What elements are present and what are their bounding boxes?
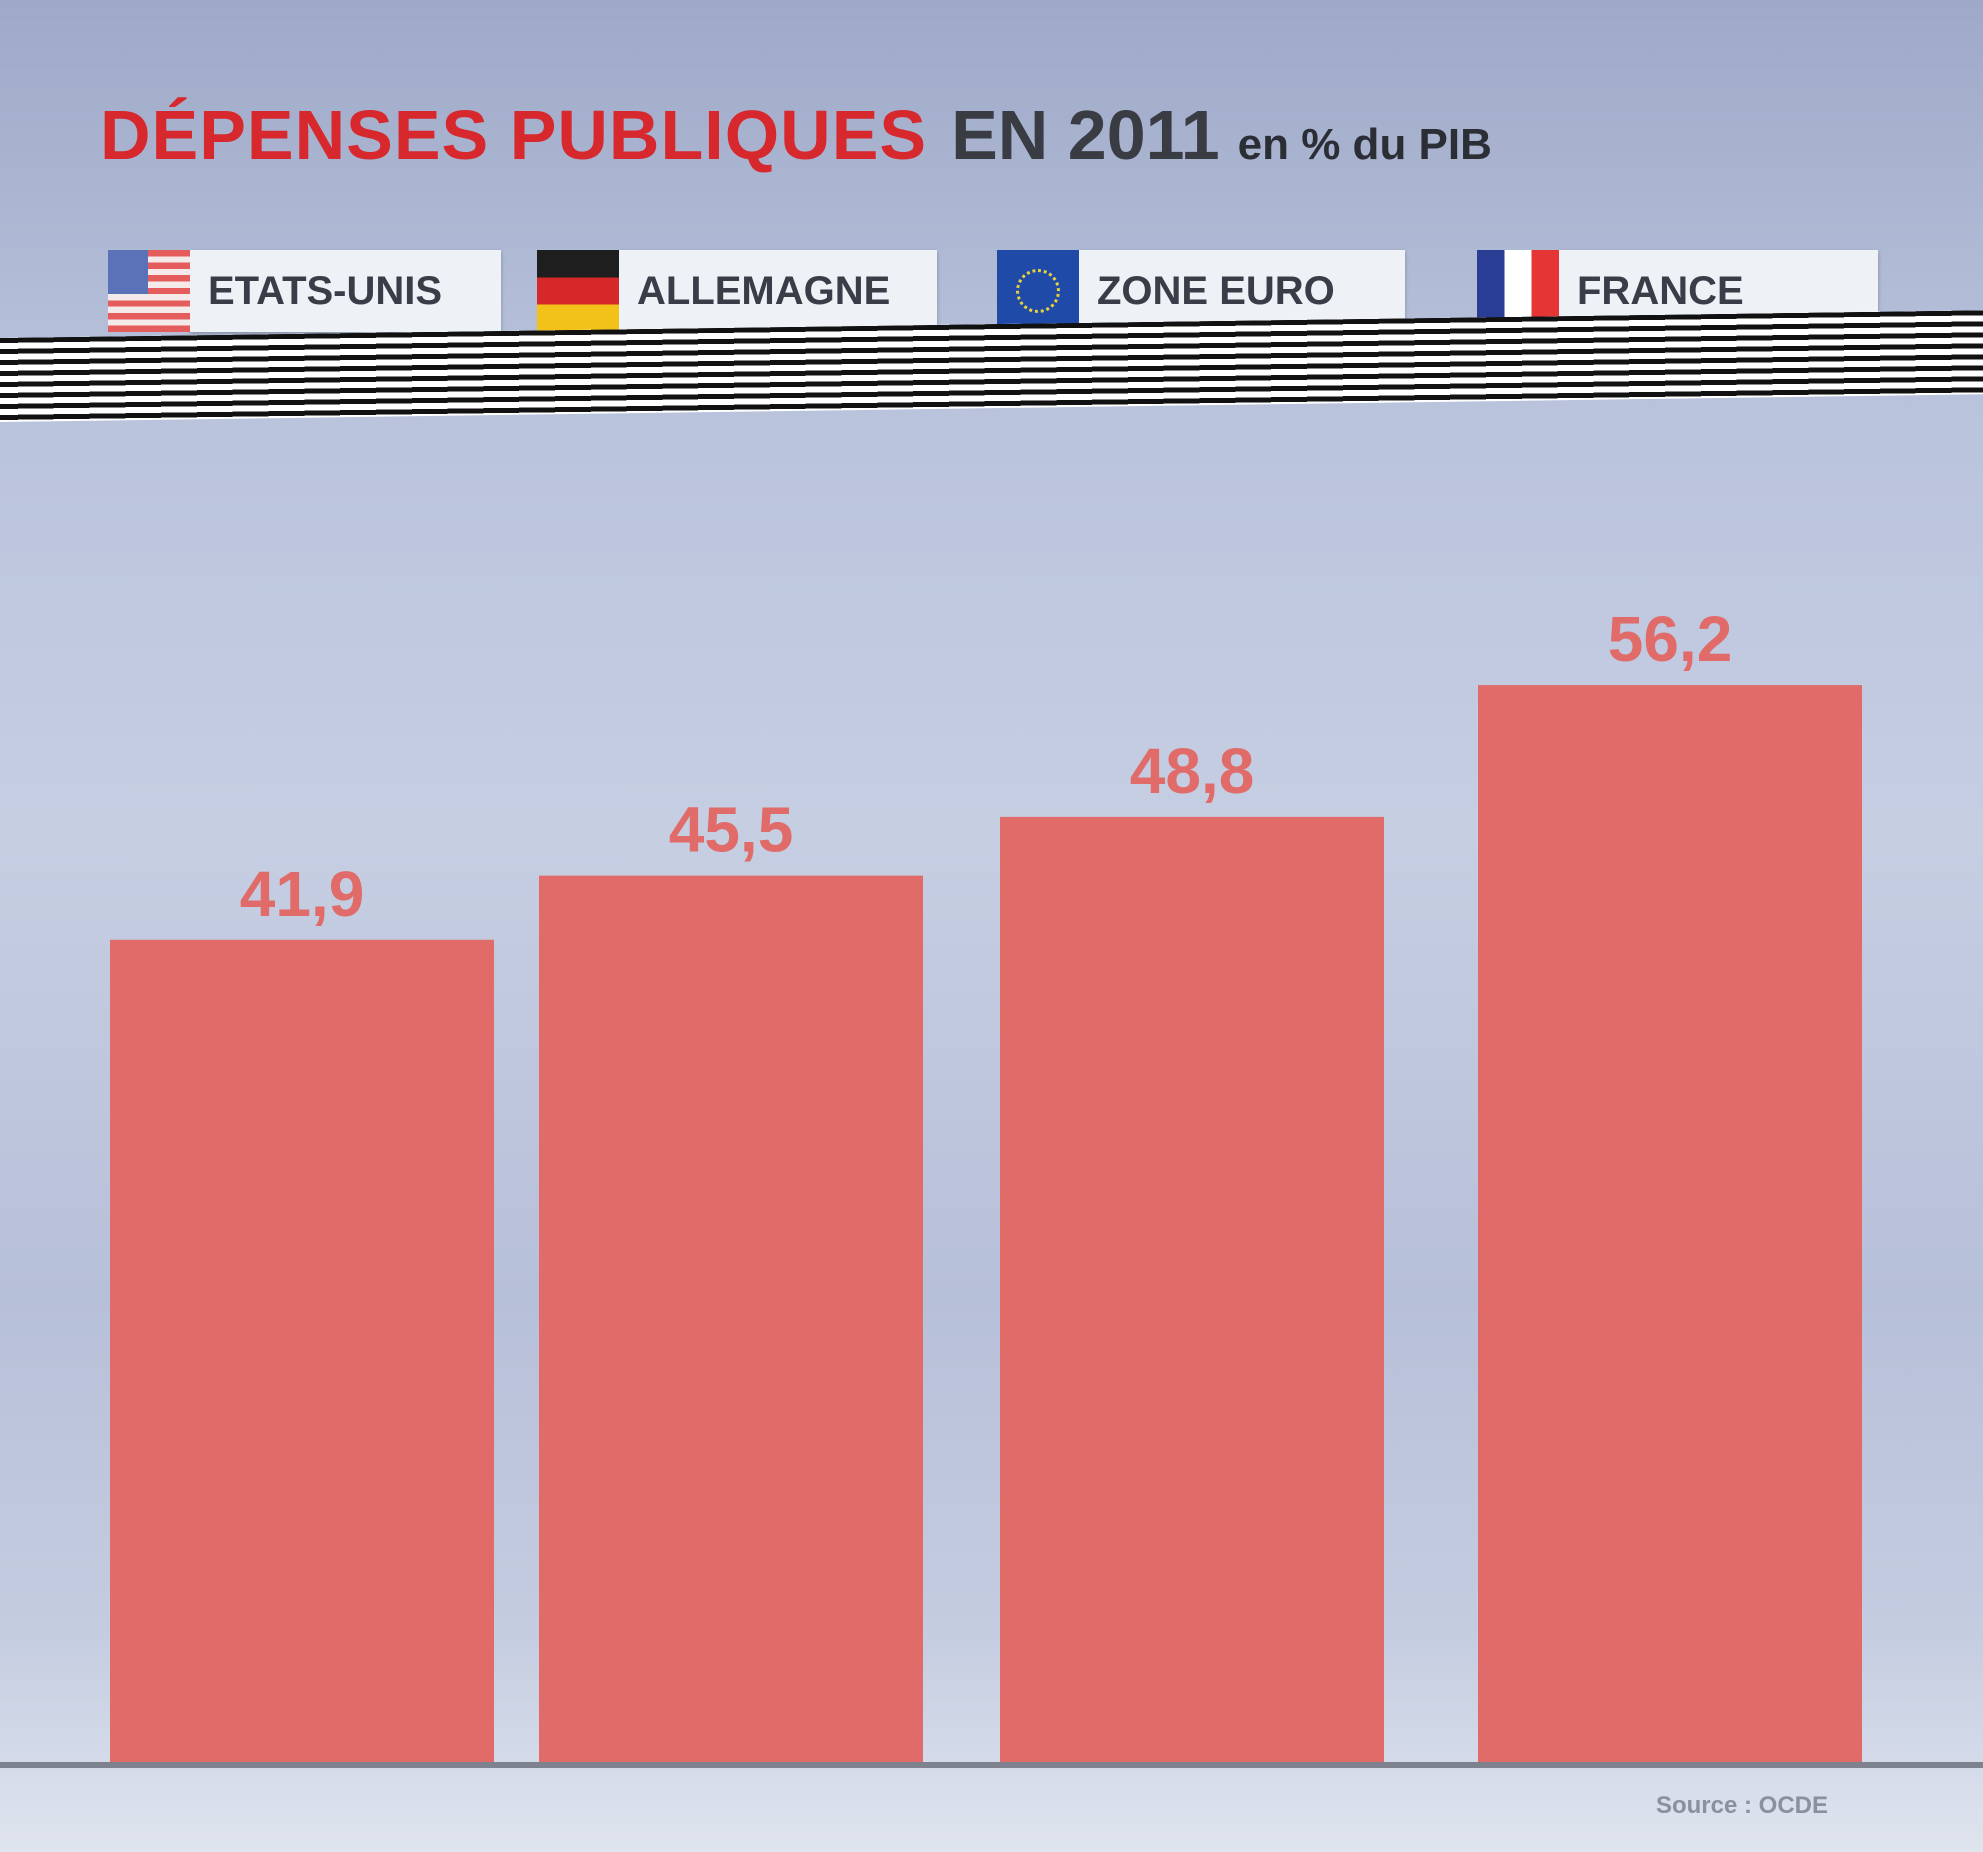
chart-title: DÉPENSES PUBLIQUES EN 2011 en % du PIB (100, 95, 1492, 185)
legend-label-germany: ALLEMAGNE (619, 250, 937, 332)
bar-france (1478, 685, 1862, 1762)
value-label-zone euro: 48,8 (1130, 735, 1255, 807)
bar-etats-unis (110, 939, 494, 1762)
bar-zone euro (1000, 816, 1384, 1762)
title-subtitle: en % du PIB (1237, 120, 1492, 169)
title-year: EN 2011 (951, 96, 1220, 174)
x-axis-baseline (0, 1762, 1983, 1768)
source-note: Source : OCDE (1655, 1792, 1828, 1819)
us-flag-icon (108, 250, 190, 332)
bar-allemagne (539, 875, 923, 1762)
eu-flag-icon (997, 250, 1079, 332)
value-label-allemagne: 45,5 (669, 794, 794, 866)
title-main: DÉPENSES PUBLIQUES (100, 96, 928, 174)
value-label-etats-unis: 41,9 (240, 858, 365, 930)
value-label-france: 56,2 (1608, 603, 1733, 675)
germany-flag-icon (537, 250, 619, 332)
legend-item-germany: ALLEMAGNE (537, 250, 937, 332)
legend-label-us: ETATS-UNIS (190, 250, 501, 332)
legend-item-us: ETATS-UNIS (108, 250, 501, 332)
